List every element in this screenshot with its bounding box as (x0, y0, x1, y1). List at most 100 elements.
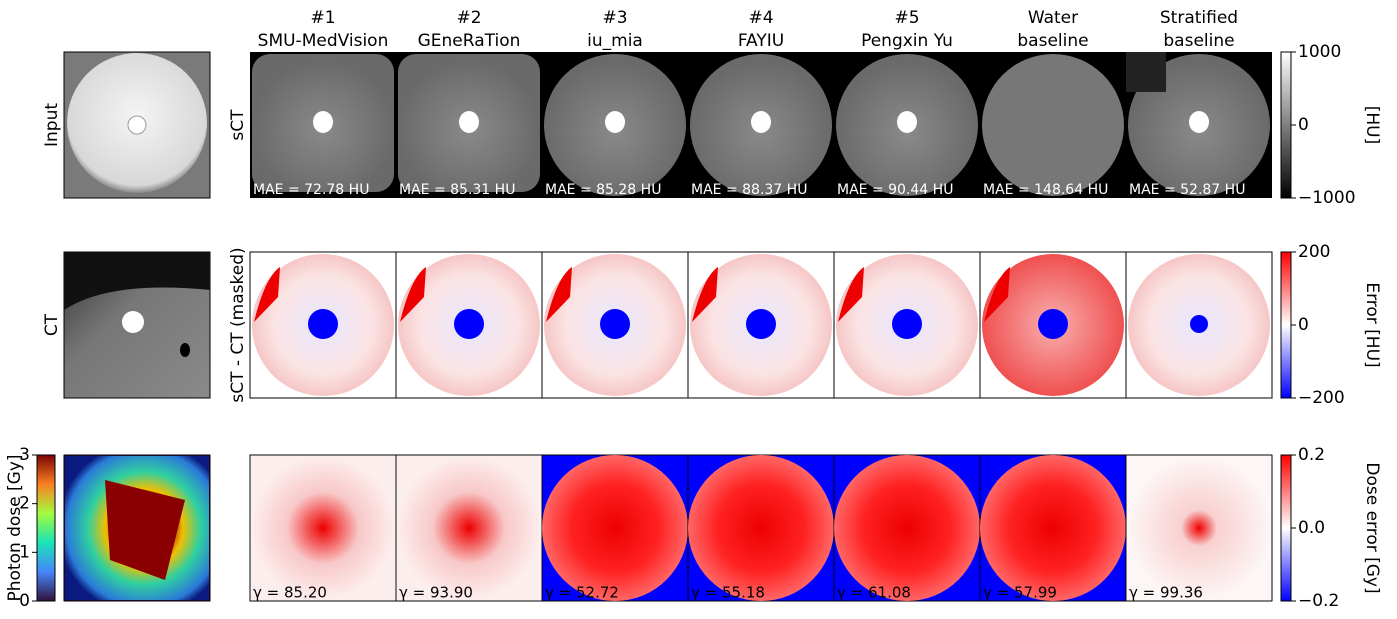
colorbar (1281, 252, 1291, 398)
dose-error-image: γ = 55.18 (688, 455, 834, 602)
colorbar-tick-label: 2 (19, 494, 30, 514)
colorbar (1281, 52, 1291, 198)
mae-label: MAE = 148.64 HU (983, 182, 1108, 198)
bone (897, 111, 917, 133)
body (251, 456, 395, 600)
dose-error-image: γ = 85.20 (250, 455, 396, 602)
center (1038, 309, 1068, 339)
colorbar-label: Dose error [Gy] (1362, 462, 1382, 593)
sct-image: MAE = 52.87 HU (1126, 52, 1272, 198)
column-rank: #1 (310, 8, 335, 28)
bone (1189, 111, 1209, 133)
column-name: SMU-MedVision (258, 31, 389, 51)
figure: #1 SMU-MedVision MAE = 72.78 HU γ = 85.20 #2… (0, 0, 1397, 615)
mae-label: MAE = 85.28 HU (545, 182, 661, 198)
error-image (834, 252, 980, 398)
colorbar-tick-label: −1000 (1298, 188, 1356, 208)
colorbar-tick-label: 0 (1298, 315, 1309, 335)
bone (605, 111, 625, 133)
center (892, 309, 922, 339)
gamma-label: γ = 93.90 (399, 584, 473, 602)
dose-error-image: γ = 61.08 (834, 455, 980, 602)
colorbar-tick-label: 0.2 (1298, 445, 1325, 465)
colorbar-tick-label: −200 (1298, 388, 1345, 408)
row-label: sCT (228, 109, 248, 141)
sct-image: MAE = 72.78 HU (250, 52, 396, 198)
column-rank: #2 (456, 8, 481, 28)
body (688, 455, 834, 601)
sct-image: MAE = 88.37 HU (688, 52, 834, 198)
column-name: FAYIU (738, 31, 784, 51)
sct-image: MAE = 85.31 HU (396, 52, 542, 198)
row-label: Photon dose [Gy] (5, 454, 25, 601)
dose-error-image: γ = 52.72 (542, 455, 688, 602)
mae-label: MAE = 85.31 HU (399, 182, 515, 198)
body (980, 455, 1126, 601)
error-image (980, 252, 1126, 398)
center (1190, 315, 1208, 333)
dose-error-image: γ = 99.36 (1126, 455, 1272, 602)
body (1127, 456, 1271, 600)
sct-image: MAE = 148.64 HU (980, 52, 1126, 198)
bone (751, 111, 771, 133)
colorbar-tick-label: 1000 (1298, 42, 1341, 62)
dose-error-image: γ = 57.99 (980, 455, 1126, 602)
column-name: Pengxin Yu (861, 31, 953, 51)
dose-error-image: γ = 93.90 (396, 455, 542, 602)
bone (459, 111, 479, 133)
error-image (542, 252, 688, 398)
colorbar-tick-label: 0.0 (1298, 518, 1325, 538)
error-image (396, 252, 542, 398)
gamma-label: γ = 61.08 (837, 584, 911, 602)
mae-label: MAE = 72.78 HU (253, 182, 369, 198)
column-rank: #5 (894, 8, 919, 28)
column-rank: #4 (748, 8, 773, 28)
dose-image (64, 455, 210, 601)
column-name: baseline (1163, 31, 1234, 51)
colorbar (1281, 455, 1291, 601)
center (308, 309, 338, 339)
column-name: baseline (1017, 31, 1088, 51)
colorbar-tick-label: 1 (19, 542, 30, 562)
colorbar-tick-label: 0 (1298, 115, 1309, 135)
column-rank: #3 (602, 8, 627, 28)
gamma-label: γ = 57.99 (983, 584, 1057, 602)
error-image (250, 252, 396, 398)
mae-label: MAE = 88.37 HU (691, 182, 807, 198)
sct-image: MAE = 85.28 HU (542, 52, 688, 198)
dose-colorbar (37, 455, 55, 601)
gamma-label: γ = 85.20 (253, 584, 327, 602)
mae-label: MAE = 52.87 HU (1129, 182, 1245, 198)
row-label: CT (42, 313, 62, 336)
column-name: GEneRaTion (418, 31, 521, 51)
mae-label: MAE = 90.44 HU (837, 182, 953, 198)
bone (313, 111, 333, 133)
gamma-label: γ = 52.72 (545, 584, 619, 602)
error-image (688, 252, 834, 398)
dark-region (1126, 52, 1166, 92)
column-rank: Water (1028, 8, 1078, 28)
center (454, 309, 484, 339)
input-image (64, 52, 210, 198)
colorbar-label: [HU] (1362, 106, 1382, 145)
row-label: Input (42, 103, 62, 147)
error-image (1126, 252, 1272, 398)
gamma-label: γ = 55.18 (691, 584, 765, 602)
row-label: sCT - CT (masked) (228, 247, 248, 402)
column-rank: Stratified (1160, 8, 1238, 28)
ct-image (64, 252, 210, 398)
colorbar-label: Error [HU] (1362, 282, 1382, 367)
colorbar-tick-label: 3 (19, 445, 30, 465)
center (746, 309, 776, 339)
body (397, 456, 541, 600)
body (542, 455, 688, 601)
colorbar-tick-label: 0 (19, 591, 30, 611)
column-name: iu_mia (587, 31, 643, 51)
center (600, 309, 630, 339)
colorbar-tick-label: −0.2 (1298, 591, 1339, 611)
colorbar-tick-label: 200 (1298, 242, 1330, 262)
sct-image: MAE = 90.44 HU (834, 52, 980, 198)
body (982, 54, 1124, 196)
gamma-label: γ = 99.36 (1129, 584, 1203, 602)
body (834, 455, 980, 601)
